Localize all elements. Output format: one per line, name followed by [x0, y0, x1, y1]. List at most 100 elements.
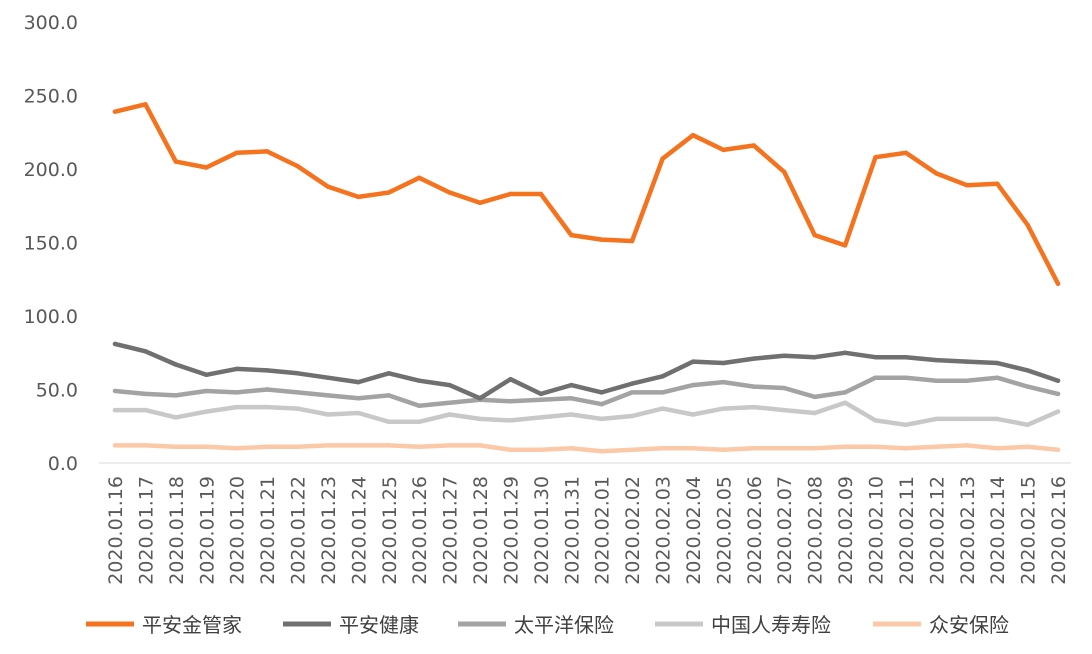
x-tick-label: 2020.01.28 [470, 476, 492, 585]
x-tick-label: 2020.01.30 [531, 476, 553, 585]
data-point [508, 418, 513, 423]
data-point [599, 402, 604, 407]
data-point [234, 446, 239, 451]
data-point [538, 391, 544, 397]
data-point [873, 354, 878, 360]
data-point [356, 410, 361, 416]
data-point [873, 418, 878, 423]
data-point [325, 412, 331, 417]
y-tick-label: 0.0 [48, 453, 78, 475]
data-point [538, 191, 544, 197]
data-point [964, 378, 969, 383]
x-tick-label: 2020.01.16 [105, 476, 127, 585]
data-point [264, 368, 270, 373]
y-tick-label: 200.0 [24, 159, 78, 181]
x-tick-label: 2020.01.18 [166, 476, 188, 585]
data-point [143, 407, 148, 413]
x-tick-label: 2020.02.05 [713, 476, 735, 585]
data-point [994, 360, 1000, 366]
data-point [812, 394, 817, 400]
x-tick-label: 2020.02.13 [957, 476, 979, 585]
series-line [112, 102, 1061, 286]
data-point [204, 372, 209, 377]
data-point [751, 143, 757, 148]
data-point [934, 444, 939, 450]
data-point [934, 171, 939, 176]
data-point [234, 404, 239, 410]
data-point [721, 447, 726, 452]
legend-label: 中国人寿寿险 [711, 613, 831, 637]
data-point [1025, 368, 1030, 373]
data-point [264, 444, 270, 450]
data-point [873, 375, 878, 380]
data-point [417, 378, 422, 383]
data-point [873, 155, 878, 160]
data-point [903, 375, 909, 380]
data-point [782, 446, 787, 451]
data-point [234, 150, 239, 156]
data-point [903, 422, 909, 427]
data-point [1025, 222, 1030, 228]
x-tick-label: 2020.01.20 [227, 476, 249, 585]
data-point [1055, 391, 1061, 397]
legend-item: 中国人寿寿险 [655, 613, 831, 637]
data-point [569, 412, 574, 417]
data-point [173, 393, 179, 398]
series-line [112, 443, 1061, 454]
x-tick-label: 2020.02.12 [926, 476, 948, 585]
data-point [721, 360, 726, 366]
data-point [417, 444, 422, 450]
data-point [204, 165, 209, 170]
legend-item: 平安金管家 [86, 613, 242, 637]
data-point [356, 396, 361, 401]
data-point [873, 444, 878, 450]
data-point [599, 390, 604, 395]
data-point [204, 409, 209, 414]
data-point [173, 362, 179, 367]
data-point [812, 410, 817, 416]
data-point [508, 447, 513, 452]
data-point [721, 406, 726, 411]
x-tick-label: 2020.02.14 [987, 476, 1009, 585]
x-tick-label: 2020.02.15 [1018, 476, 1040, 585]
x-tick-label: 2020.01.17 [135, 476, 157, 585]
data-point [660, 446, 665, 451]
data-point [173, 415, 179, 420]
data-point [538, 397, 544, 402]
data-point [994, 181, 1000, 186]
data-point [477, 416, 483, 422]
series-line [112, 400, 1061, 428]
data-point [569, 446, 574, 451]
data-point [1025, 384, 1030, 389]
data-point [325, 184, 331, 189]
data-point [477, 200, 483, 206]
x-tick-label: 2020.01.26 [409, 476, 431, 585]
data-point [295, 406, 300, 411]
data-point [842, 444, 848, 450]
data-point [782, 385, 787, 391]
x-axis: 2020.01.16 2020.01.17 2020.01.18 2020.01.19… [99, 462, 1071, 585]
data-point [1055, 281, 1061, 286]
data-point [690, 412, 696, 417]
data-point [112, 388, 118, 394]
data-point [629, 447, 635, 452]
data-point [1025, 444, 1030, 450]
x-tick-label: 2020.02.02 [622, 476, 644, 585]
data-point [417, 175, 422, 181]
data-point [964, 443, 969, 448]
data-point [508, 399, 513, 404]
data-point [690, 382, 696, 388]
data-point [447, 382, 452, 388]
x-tick-label: 2020.01.31 [561, 476, 583, 585]
data-point [264, 149, 270, 154]
x-tick-label: 2020.02.06 [744, 476, 766, 585]
x-tick-label: 2020.02.07 [774, 476, 796, 585]
data-point [143, 443, 148, 448]
x-tick-label: 2020.02.03 [653, 476, 675, 585]
data-point [143, 102, 148, 107]
x-tick-label: 2020.01.25 [379, 476, 401, 585]
x-tick-label: 2020.01.19 [196, 476, 218, 585]
series-path [112, 375, 1061, 408]
y-tick-label: 250.0 [24, 86, 78, 108]
y-tick-label: 100.0 [24, 306, 78, 328]
